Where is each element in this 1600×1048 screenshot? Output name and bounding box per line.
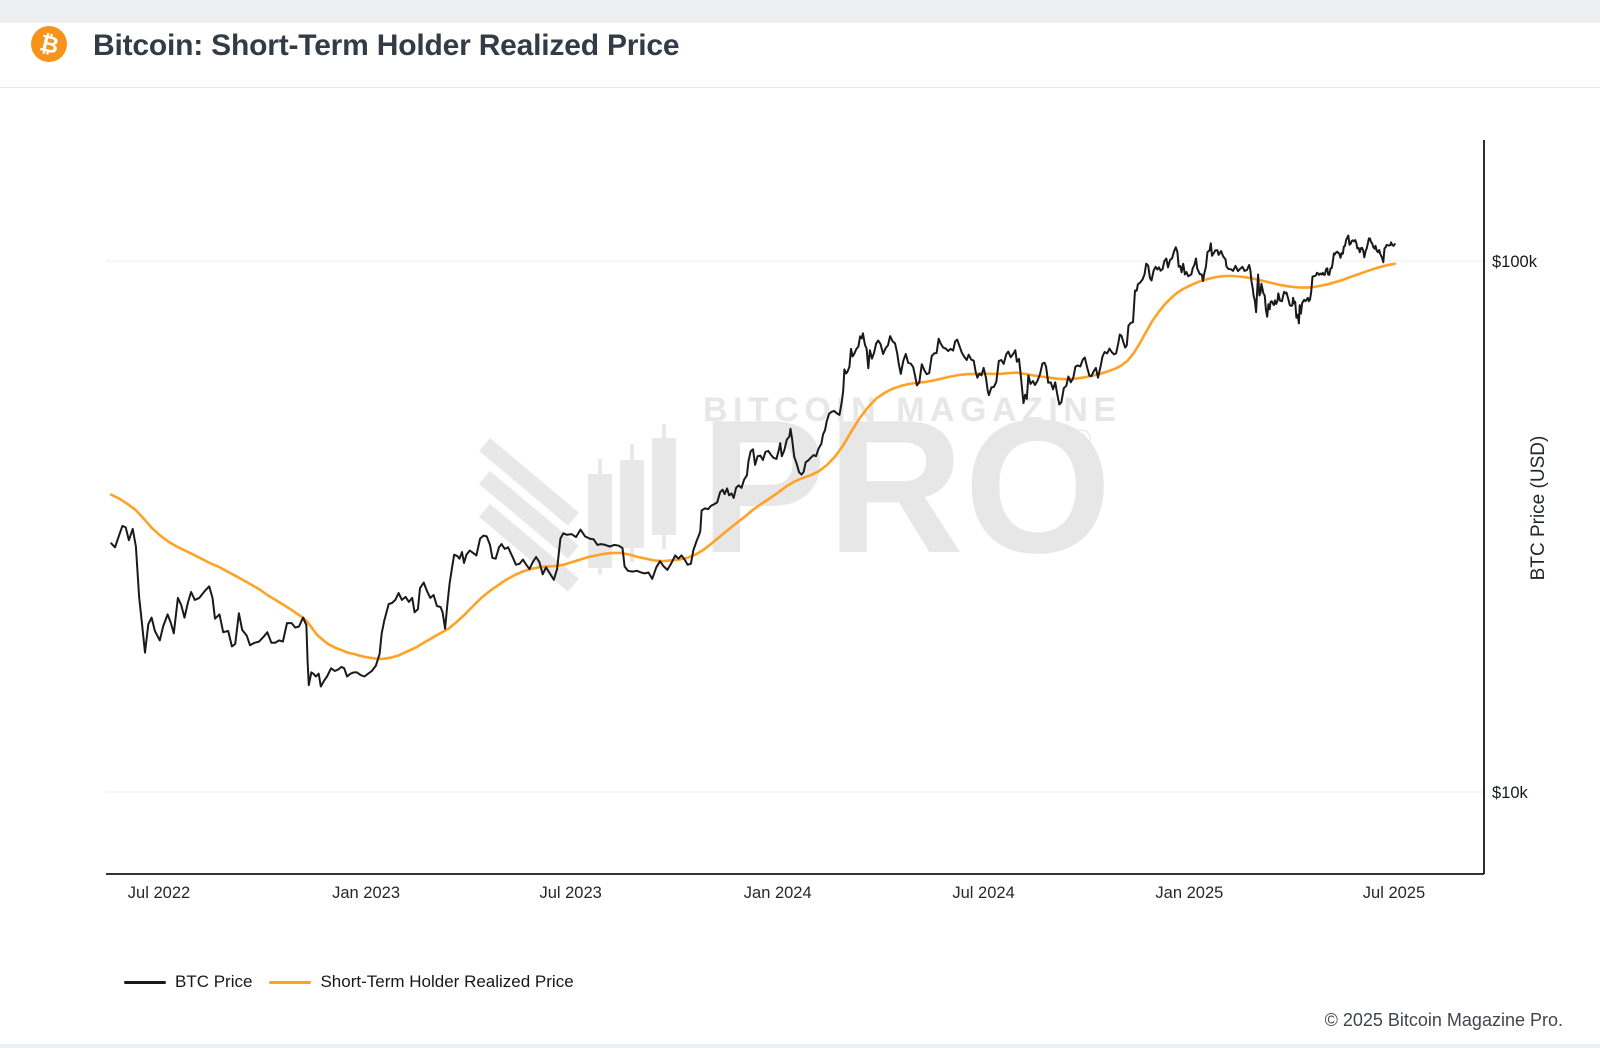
legend-label: BTC Price xyxy=(175,972,253,991)
sth-realized-price-swatch-icon xyxy=(269,980,312,984)
y-tick-label: $10k xyxy=(1492,784,1529,802)
x-tick-label: Jul 2023 xyxy=(539,884,601,902)
watermark-text-pro: PRO xyxy=(700,381,1112,593)
page-title: Bitcoin: Short-Term Holder Realized Pric… xyxy=(93,29,680,62)
x-tick-label: Jan 2023 xyxy=(332,884,400,902)
y-axis-title: BTC Price (USD) xyxy=(1528,436,1549,581)
watermark-candles-icon xyxy=(479,424,690,592)
btc-price-swatch-icon xyxy=(124,980,166,984)
page-background-band-top xyxy=(0,0,1600,23)
legend-item-sth-realized-price[interactable]: Short-Term Holder Realized Price xyxy=(269,969,574,995)
watermark-text-bitcoin-magazine: BITCOIN MAGAZINE xyxy=(703,391,1122,429)
sth-realized-price-line xyxy=(109,262,1397,661)
watermark-candle-bar xyxy=(652,438,676,535)
copyright-notice: © 2025 Bitcoin Magazine Pro. xyxy=(1324,1010,1563,1030)
x-tick-label: Jul 2025 xyxy=(1363,884,1425,902)
x-tick-label: Jul 2022 xyxy=(128,884,190,902)
watermark-registered-mark: ® xyxy=(1072,424,1092,454)
x-tick-label: Jan 2025 xyxy=(1155,884,1223,902)
watermark-candle-bar xyxy=(620,460,644,548)
legend-label: Short-Term Holder Realized Price xyxy=(320,972,574,991)
x-tick-label: Jul 2024 xyxy=(952,884,1014,902)
y-tick-label: $100k xyxy=(1492,253,1538,271)
bitcoin-logo-icon: ₿ xyxy=(31,26,67,62)
btc-price-line xyxy=(110,234,1396,688)
page-background-band-bottom xyxy=(0,1044,1600,1048)
x-tick-label: Jan 2024 xyxy=(744,884,812,902)
header: ₿ Bitcoin: Short-Term Holder Realized Pr… xyxy=(0,23,1600,88)
chart-legend: BTC Price Short-Term Holder Realized Pri… xyxy=(124,969,591,995)
legend-item-btc-price[interactable]: BTC Price xyxy=(124,969,252,995)
